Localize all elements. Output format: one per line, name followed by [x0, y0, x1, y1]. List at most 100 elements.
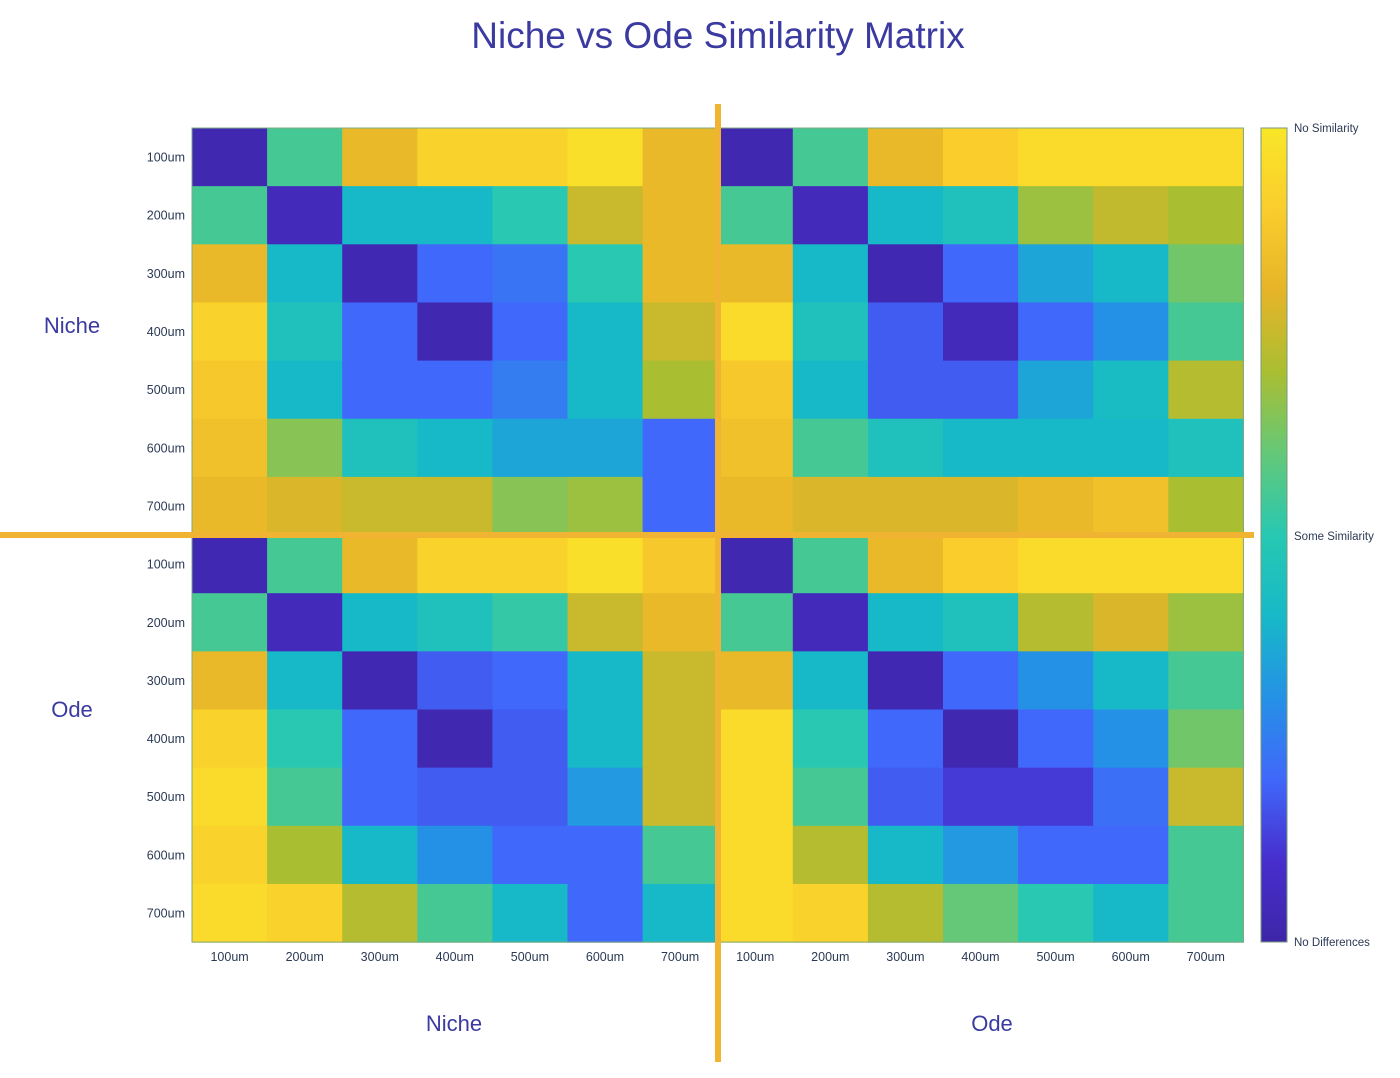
heatmap-cell: [492, 186, 569, 245]
heatmap-cell: [492, 418, 569, 478]
heatmap-cell: [867, 767, 944, 827]
heatmap-cell: [417, 360, 493, 420]
heatmap-cell: [642, 476, 719, 536]
colorbar-label-bottom: No Differences: [1294, 937, 1370, 949]
y-tick-label: 500um: [147, 790, 185, 804]
x-tick-label: 300um: [886, 950, 924, 964]
heatmap-cell: [417, 418, 493, 478]
x-tick-label: 400um: [961, 950, 999, 964]
heatmap-cell: [867, 651, 944, 711]
heatmap-cell: [867, 825, 944, 885]
colorbar-label-top: No Similarity: [1294, 123, 1359, 135]
heatmap-cell: [567, 244, 644, 304]
heatmap-cell: [642, 244, 719, 304]
heatmap-cell: [867, 186, 944, 245]
heatmap-cell: [1168, 476, 1244, 536]
heatmap-cell: [267, 128, 343, 187]
heatmap-cell: [943, 535, 1019, 594]
x-tick-label: 600um: [586, 950, 624, 964]
heatmap-cell: [943, 244, 1019, 304]
y-tick-label: 600um: [147, 848, 185, 862]
heatmap-cell: [867, 883, 944, 943]
y-tick-label: 700um: [147, 500, 185, 514]
heatmap-cell: [943, 651, 1019, 711]
x-tick-label: 500um: [511, 950, 549, 964]
quadrant-dividers: [0, 104, 1254, 1062]
heatmap-cell: [192, 244, 268, 304]
heatmap-cell: [1093, 825, 1169, 885]
heatmap-cell: [342, 825, 418, 885]
col-group-label-ode: Ode: [971, 1011, 1013, 1036]
col-group-label-niche: Niche: [426, 1011, 482, 1036]
heatmap-cell: [417, 825, 493, 885]
heatmap-cell: [642, 302, 719, 362]
x-tick-label: 100um: [736, 950, 774, 964]
heatmap-cell: [792, 244, 869, 304]
heatmap-cell: [1093, 593, 1169, 652]
heatmap-cell: [1168, 883, 1244, 943]
heatmap-cell: [417, 244, 493, 304]
heatmap-cell: [1168, 593, 1244, 652]
heatmap-cell: [267, 767, 343, 827]
heatmap-cell: [342, 418, 418, 478]
heatmap-cell: [717, 767, 794, 827]
heatmap-cell: [192, 302, 268, 362]
heatmap-cell: [267, 535, 343, 594]
heatmap-cell: [492, 476, 569, 536]
x-tick-label: 300um: [361, 950, 399, 964]
heatmap-cell: [867, 709, 944, 769]
heatmap-cell: [342, 883, 418, 943]
heatmap-cell: [642, 767, 719, 827]
heatmap-cell: [492, 767, 569, 827]
heatmap-cell: [492, 360, 569, 420]
row-group-label-ode: Ode: [51, 697, 93, 722]
heatmap-cell: [717, 535, 794, 594]
heatmap-cell: [342, 128, 418, 187]
heatmap-cell: [492, 535, 569, 594]
heatmap-cell: [943, 825, 1019, 885]
heatmap-cell: [1168, 651, 1244, 711]
heatmap-cell: [642, 651, 719, 711]
x-tick-label: 600um: [1112, 950, 1150, 964]
y-tick-label: 600um: [147, 441, 185, 455]
heatmap-cell: [642, 186, 719, 245]
y-tick-label: 400um: [147, 325, 185, 339]
heatmap-cell: [267, 302, 343, 362]
heatmap-cell: [1093, 535, 1169, 594]
heatmap-cell: [267, 651, 343, 711]
heatmap-cell: [792, 128, 869, 187]
heatmap-cell: [567, 709, 644, 769]
heatmap-cell: [192, 535, 268, 594]
heatmap-cell: [642, 128, 719, 187]
heatmap-cell: [1093, 709, 1169, 769]
heatmap-cell: [192, 186, 268, 245]
heatmap-cell: [717, 476, 794, 536]
heatmap-cell: [492, 244, 569, 304]
heatmap-cell: [492, 593, 569, 652]
x-tick-labels: 100um 200um 300um 400um 500um 600um 700um 100um…: [210, 950, 1224, 964]
y-tick-label: 700um: [147, 907, 185, 921]
heatmap-cell: [1168, 709, 1244, 769]
heatmap-cell: [642, 709, 719, 769]
heatmap-cell: [192, 476, 268, 536]
x-tick-label: 400um: [436, 950, 474, 964]
heatmap-cell: [1018, 651, 1094, 711]
colorbar: No Similarity Some Similarity No Differe…: [1260, 123, 1374, 949]
heatmap-cell: [943, 186, 1019, 245]
heatmap-cell: [1093, 476, 1169, 536]
heatmap-cell: [342, 302, 418, 362]
heatmap-cell: [492, 825, 569, 885]
heatmap-cell: [417, 593, 493, 652]
heatmap-cell: [1018, 535, 1094, 594]
heatmap-cell: [1018, 593, 1094, 652]
heatmap-cell: [417, 186, 493, 245]
heatmap-cell: [642, 535, 719, 594]
heatmap-cell: [1018, 883, 1094, 943]
heatmap-cell: [867, 244, 944, 304]
x-tick-label: 700um: [661, 950, 699, 964]
heatmap-cell: [567, 651, 644, 711]
heatmap-cell: [342, 709, 418, 769]
heatmap-cell: [792, 767, 869, 827]
heatmap-cell: [717, 128, 794, 187]
heatmap-cell: [943, 767, 1019, 827]
